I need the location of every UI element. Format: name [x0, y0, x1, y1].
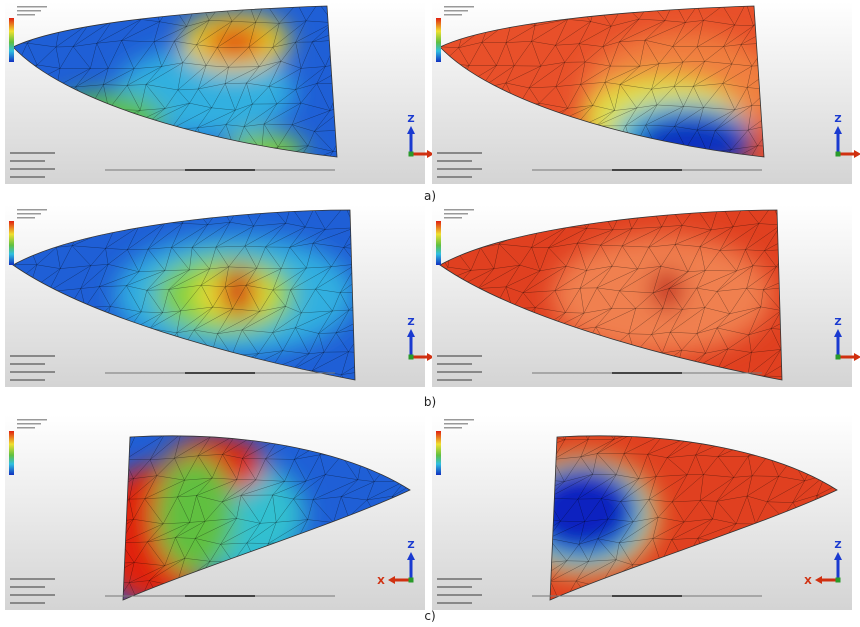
scale-bar-fill: [185, 169, 255, 171]
contour-blob: [652, 270, 682, 310]
sim-panel: ZX: [428, 411, 860, 610]
legend-text-stub: [17, 209, 47, 211]
z-axis-label: Z: [834, 540, 841, 551]
page: a) b) c) ZXZXZXZXZXZX (() => { const dat…: [0, 0, 860, 627]
info-text-stub: [437, 594, 482, 596]
scale-bar-fill: [612, 595, 682, 597]
contour-blob: [155, 455, 235, 575]
row-caption: b): [424, 395, 436, 409]
legend-text-stub: [17, 6, 47, 8]
legend-text-stub: [17, 423, 41, 425]
scale-bar-fill: [185, 372, 255, 374]
scale-bar-fill: [612, 169, 682, 171]
legend-text-stub: [17, 213, 41, 215]
info-text-stub: [437, 355, 482, 357]
legend-text-stub: [17, 14, 35, 16]
sim-panel: ZX: [1, 201, 452, 398]
info-text-stub: [437, 586, 472, 588]
info-text-stub: [10, 176, 45, 178]
legend-text-stub: [444, 217, 462, 219]
z-axis-label: Z: [407, 317, 414, 328]
y-axis-dot: [409, 355, 414, 360]
info-text-stub: [437, 176, 472, 178]
row-caption: c): [424, 609, 435, 623]
x-axis-label: X: [377, 576, 385, 587]
z-axis-label: Z: [834, 317, 841, 328]
y-axis-dot: [836, 355, 841, 360]
legend-text-stub: [444, 213, 468, 215]
y-axis-dot: [409, 152, 414, 157]
x-axis-label: X: [804, 576, 812, 587]
legend-text-stub: [17, 217, 35, 219]
legend-text-stub: [17, 419, 47, 421]
legend-text-stub: [444, 419, 474, 421]
info-text-stub: [10, 355, 55, 357]
legend-bar: [9, 431, 14, 475]
info-text-stub: [437, 363, 472, 365]
info-text-stub: [10, 586, 45, 588]
info-text-stub: [437, 152, 482, 154]
legend-text-stub: [444, 6, 474, 8]
info-text-stub: [10, 578, 55, 580]
x-axis-head: [854, 353, 860, 361]
info-text-stub: [10, 371, 55, 373]
z-axis-label: Z: [407, 114, 414, 125]
legend-bar: [9, 221, 14, 265]
y-axis-dot: [409, 578, 414, 583]
z-axis-label: Z: [834, 114, 841, 125]
sim-panel: ZX: [0, 0, 451, 195]
info-text-stub: [10, 152, 55, 154]
info-text-stub: [437, 602, 472, 604]
legend-text-stub: [17, 427, 35, 429]
legend-text-stub: [444, 10, 468, 12]
legend-text-stub: [444, 14, 462, 16]
figure: a) b) c) ZXZXZXZXZXZX: [0, 0, 860, 627]
info-text-stub: [10, 160, 45, 162]
row-caption: a): [424, 189, 436, 203]
legend-text-stub: [444, 209, 474, 211]
sim-panel: ZX: [428, 201, 860, 397]
sim-panel: ZX: [2, 412, 451, 610]
sim-panel: ZX: [431, 0, 860, 195]
legend-bar: [436, 221, 441, 265]
legend-text-stub: [444, 427, 462, 429]
info-text-stub: [437, 168, 482, 170]
legend-text-stub: [444, 423, 468, 425]
info-text-stub: [10, 594, 55, 596]
y-axis-dot: [836, 578, 841, 583]
info-text-stub: [10, 363, 45, 365]
legend-bar: [9, 18, 14, 62]
scale-bar-fill: [612, 372, 682, 374]
scale-bar-fill: [185, 595, 255, 597]
legend-bar: [436, 431, 441, 475]
x-axis-head: [854, 150, 860, 158]
info-text-stub: [10, 379, 45, 381]
y-axis-dot: [836, 152, 841, 157]
z-axis-label: Z: [407, 540, 414, 551]
info-text-stub: [437, 160, 472, 162]
info-text-stub: [437, 379, 472, 381]
info-text-stub: [10, 602, 45, 604]
info-text-stub: [437, 578, 482, 580]
info-text-stub: [437, 371, 482, 373]
legend-text-stub: [17, 10, 41, 12]
info-text-stub: [10, 168, 55, 170]
legend-bar: [436, 18, 441, 62]
